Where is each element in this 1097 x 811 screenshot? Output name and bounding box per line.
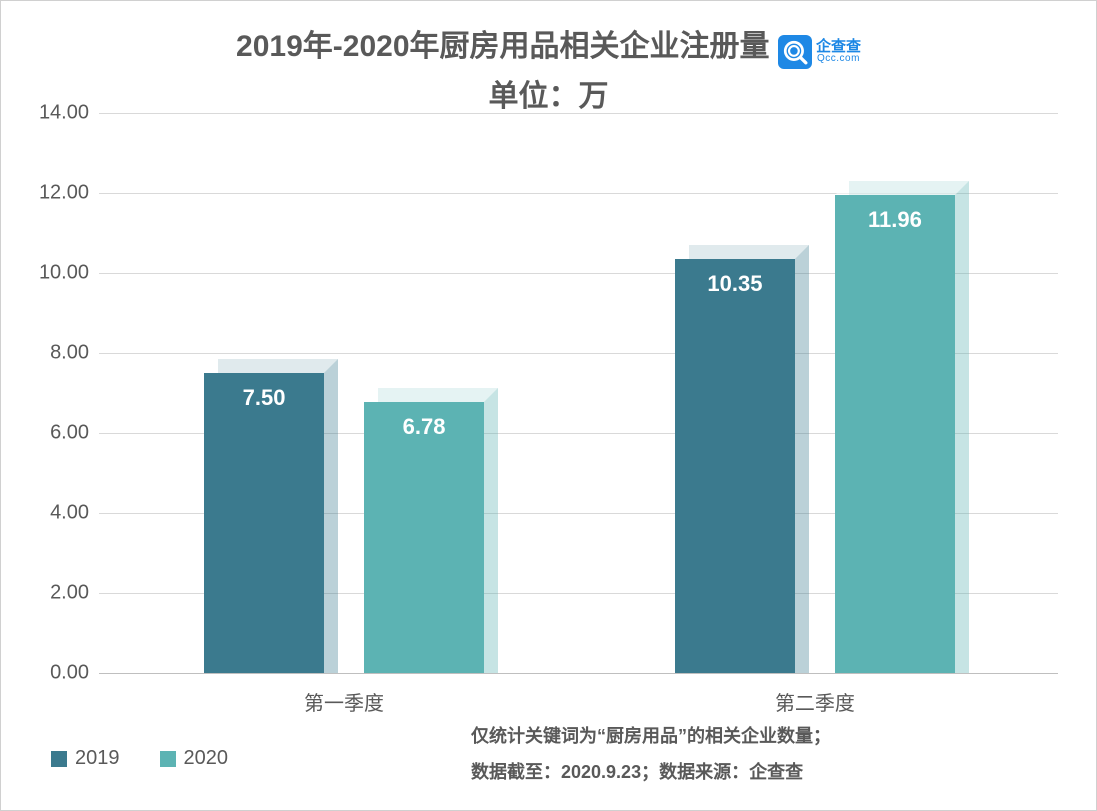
bar — [835, 195, 969, 673]
bar-value-label: 7.50 — [243, 385, 286, 411]
footnote-line2: 数据截至：2020.9.23；数据来源：企查查 — [471, 754, 831, 790]
legend-label-2020: 2020 — [184, 747, 229, 770]
brand-logo-cn: 企查查 — [816, 39, 861, 54]
chart-container: 2019年-2020年厨房用品相关企业注册量 企查查 Qcc.com 单位：万 … — [1, 1, 1096, 810]
x-axis-label: 第二季度 — [775, 687, 855, 716]
y-axis-label: 14.00 — [29, 102, 89, 125]
qcc-logo-icon — [778, 35, 812, 69]
chart-title-line1: 2019年-2020年厨房用品相关企业注册量 — [236, 21, 769, 65]
bar-value-label: 10.35 — [707, 271, 762, 297]
y-axis-label: 6.00 — [29, 422, 89, 445]
y-axis-label: 8.00 — [29, 342, 89, 365]
x-axis-label: 第一季度 — [304, 687, 384, 716]
legend-item-2019: 2019 — [51, 747, 120, 770]
bar-value-label: 6.78 — [403, 414, 446, 440]
y-axis-label: 4.00 — [29, 502, 89, 525]
bar — [364, 402, 498, 673]
title-row: 2019年-2020年厨房用品相关企业注册量 企查查 Qcc.com — [31, 21, 1066, 69]
brand-logo: 企查查 Qcc.com — [778, 35, 861, 69]
y-axis-label: 12.00 — [29, 182, 89, 205]
legend-swatch-2020 — [160, 751, 176, 767]
legend-swatch-2019 — [51, 751, 67, 767]
legend-label-2019: 2019 — [75, 747, 120, 770]
footnote: 仅统计关键词为“厨房用品”的相关企业数量； 数据截至：2020.9.23；数据来… — [471, 718, 831, 790]
brand-logo-text: 企查查 Qcc.com — [816, 39, 861, 64]
footnote-line1: 仅统计关键词为“厨房用品”的相关企业数量； — [471, 718, 831, 754]
legend-item-2020: 2020 — [160, 747, 229, 770]
grid-line — [99, 113, 1058, 114]
bar-value-label: 11.96 — [868, 207, 922, 233]
y-axis-label: 0.00 — [29, 662, 89, 685]
plot-area: 0.002.004.006.008.0010.0012.0014.00第一季度7… — [99, 113, 1058, 673]
y-axis-label: 10.00 — [29, 262, 89, 285]
legend: 2019 2020 — [51, 747, 228, 770]
bar — [675, 259, 809, 673]
grid-line — [99, 673, 1058, 674]
chart-title-line2: 单位：万 — [31, 71, 1066, 115]
bar — [204, 373, 338, 673]
brand-logo-en: Qcc.com — [816, 54, 861, 64]
y-axis-label: 2.00 — [29, 582, 89, 605]
